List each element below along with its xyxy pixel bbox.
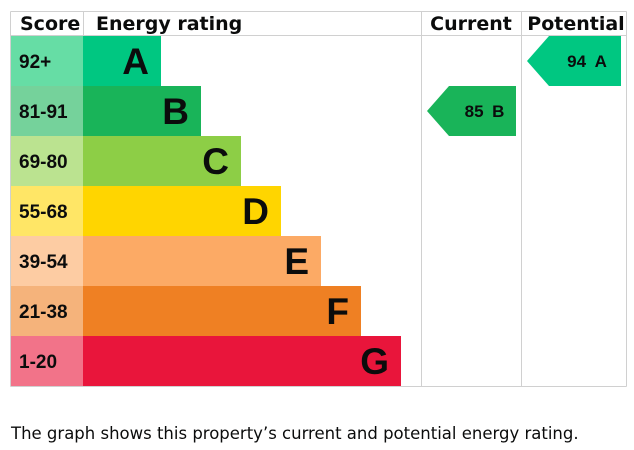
score-cell-b <box>11 86 83 136</box>
rating-letter-b: B <box>162 91 189 132</box>
score-cell-g <box>11 336 83 386</box>
score-range-b: 81-91 <box>19 102 68 123</box>
rating-bar-b <box>83 86 201 136</box>
score-range-c: 69-80 <box>19 152 68 173</box>
score-cell-e <box>11 236 83 286</box>
rating-letter-e: E <box>284 241 309 282</box>
score-range-d: 55-68 <box>19 202 68 223</box>
band-f: 21-38 F <box>11 286 361 336</box>
band-g: 1-20 G <box>11 336 401 386</box>
energy-rating-chart: Score Energy rating Current Potential 92… <box>10 11 627 387</box>
header-potential: Potential <box>527 13 624 35</box>
band-c: 69-80 C <box>11 136 241 186</box>
header-current: Current <box>430 13 512 35</box>
potential-rating-marker: 94 A <box>527 36 621 86</box>
score-range-a: 92+ <box>19 52 51 73</box>
band-b: 81-91 B <box>11 86 201 136</box>
band-a: 92+ A <box>11 36 161 86</box>
rating-bar-a <box>83 36 161 86</box>
rating-bar-e <box>83 236 321 286</box>
rating-letter-g: G <box>360 341 389 382</box>
score-cell-d <box>11 186 83 236</box>
rating-bar-g <box>83 336 401 386</box>
potential-rating-marker-arrow <box>527 36 621 86</box>
rating-bar-f <box>83 286 361 336</box>
potential-rating-marker-label: 94 A <box>567 52 607 71</box>
rating-letter-f: F <box>326 291 349 332</box>
score-cell-a <box>11 36 83 86</box>
rating-bands: 92+ A 81-91 B 69-80 C 55-68 D 39-54 E 21-38 F 1-20 G <box>11 36 401 386</box>
rating-bar-c <box>83 136 241 186</box>
header-energy-rating: Energy rating <box>96 13 242 35</box>
score-cell-c <box>11 136 83 186</box>
rating-letter-a: A <box>122 41 149 82</box>
rating-markers: 85 B 94 A <box>427 36 621 136</box>
score-range-e: 39-54 <box>19 252 68 273</box>
score-cell-f <box>11 286 83 336</box>
rating-bar-d <box>83 186 281 236</box>
current-rating-marker-arrow <box>427 86 516 136</box>
chart-caption: The graph shows this property’s current … <box>11 424 579 443</box>
band-d: 55-68 D <box>11 186 281 236</box>
header-score: Score <box>20 13 80 35</box>
rating-letter-c: C <box>202 141 229 182</box>
band-e: 39-54 E <box>11 236 321 286</box>
rating-letter-d: D <box>242 191 269 232</box>
score-range-g: 1-20 <box>19 352 57 373</box>
current-rating-marker-label: 85 B <box>465 102 505 121</box>
current-rating-marker: 85 B <box>427 86 516 136</box>
score-range-f: 21-38 <box>19 302 68 323</box>
table-gridlines <box>10 11 627 387</box>
